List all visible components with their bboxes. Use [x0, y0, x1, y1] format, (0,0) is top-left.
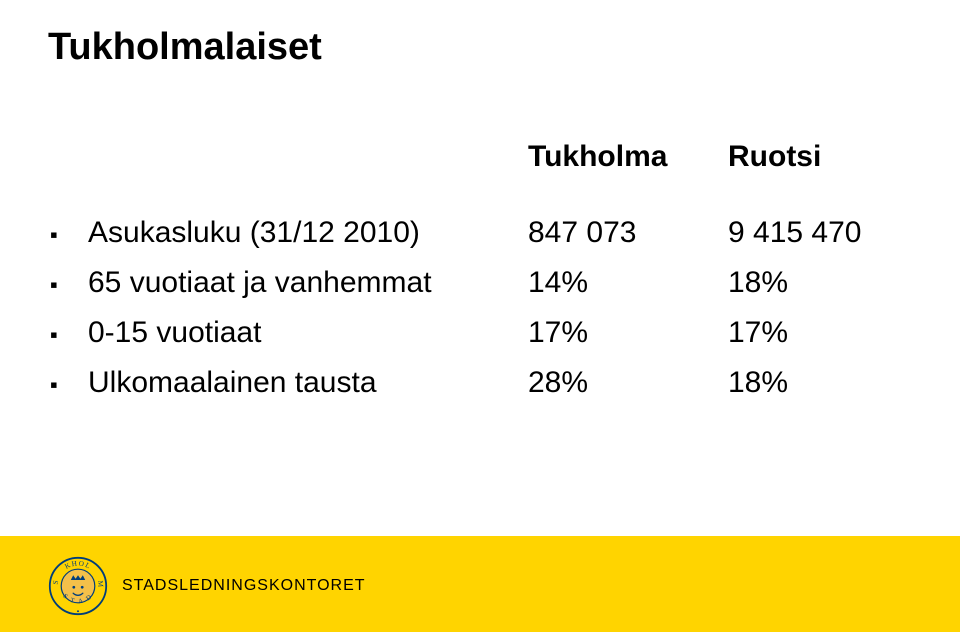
slide-title: Tukholmalaiset	[48, 26, 322, 69]
column-a-header: Tukholma	[528, 140, 728, 174]
bullet-icon: ▪	[48, 216, 88, 254]
bullet-icon: ▪	[48, 366, 88, 404]
footer-org-text: STADSLEDNINGSKONTORET	[122, 577, 366, 595]
header-spacer	[48, 140, 528, 174]
row-label: Asukasluku (31/12 2010)	[88, 216, 528, 250]
slide: Tukholmalaiset Tukholma Ruotsi ▪ Asukasl…	[0, 0, 960, 632]
column-b-header: Ruotsi	[728, 140, 898, 174]
row-label: 65 vuotiaat ja vanhemmat	[88, 266, 528, 300]
bullet-icon: ▪	[48, 266, 88, 304]
row-value-b: 18%	[728, 266, 898, 300]
svg-text:M: M	[96, 580, 105, 588]
row-value-b: 9 415 470	[728, 216, 898, 250]
row-value-a: 17%	[528, 316, 728, 350]
table-header: Tukholma Ruotsi	[48, 140, 912, 174]
row-value-b: 17%	[728, 316, 898, 350]
row-value-a: 847 073	[528, 216, 728, 250]
table-row: ▪ 65 vuotiaat ja vanhemmat 14% 18%	[48, 266, 912, 304]
table-row: ▪ Asukasluku (31/12 2010) 847 073 9 415 …	[48, 216, 912, 254]
footer-logo-block: KHOL S M S T A D STADSLEDNINGSKONTORET	[48, 556, 366, 616]
row-label: Ulkomaalainen tausta	[88, 366, 528, 400]
row-value-b: 18%	[728, 366, 898, 400]
row-label: 0-15 vuotiaat	[88, 316, 528, 350]
stockholm-emblem-icon: KHOL S M S T A D	[48, 556, 108, 616]
row-value-a: 14%	[528, 266, 728, 300]
table-row: ▪ Ulkomaalainen tausta 28% 18%	[48, 366, 912, 404]
emblem-arc-top-right: M	[96, 580, 105, 588]
table-row: ▪ 0-15 vuotiaat 17% 17%	[48, 316, 912, 354]
row-value-a: 28%	[528, 366, 728, 400]
content-area: Tukholma Ruotsi ▪ Asukasluku (31/12 2010…	[48, 140, 912, 416]
bullet-icon: ▪	[48, 316, 88, 354]
svg-text:S: S	[52, 580, 61, 585]
emblem-arc-top-left: S	[52, 580, 61, 585]
